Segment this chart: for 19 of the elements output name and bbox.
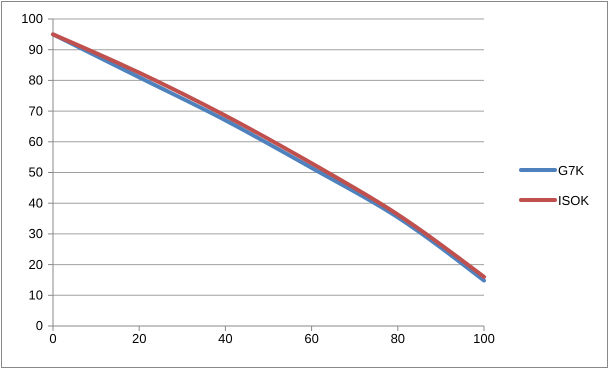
- x-tick-label: 20: [132, 331, 146, 346]
- y-tick-label: 50: [28, 164, 43, 180]
- y-tick-label: 80: [28, 72, 43, 88]
- x-tick-label: 0: [49, 331, 57, 346]
- legend-label: G7K: [558, 163, 584, 178]
- x-tick-label: 80: [390, 331, 406, 346]
- y-tick-label: 0: [36, 318, 43, 334]
- y-tick-label: 20: [28, 256, 43, 272]
- y-tick-label: 90: [28, 42, 43, 57]
- y-tick-label: 100: [21, 11, 43, 26]
- y-tick-label: 30: [28, 226, 43, 242]
- y-tick-label: 40: [28, 195, 43, 210]
- legend-label: ISOK: [558, 193, 590, 208]
- y-tick-label: 10: [28, 287, 43, 302]
- x-tick-label: 40: [218, 331, 233, 346]
- y-tick-label: 60: [28, 134, 43, 149]
- x-tick-label: 100: [473, 331, 495, 346]
- x-tick-label: 60: [304, 331, 319, 346]
- y-tick-label: 70: [28, 103, 43, 118]
